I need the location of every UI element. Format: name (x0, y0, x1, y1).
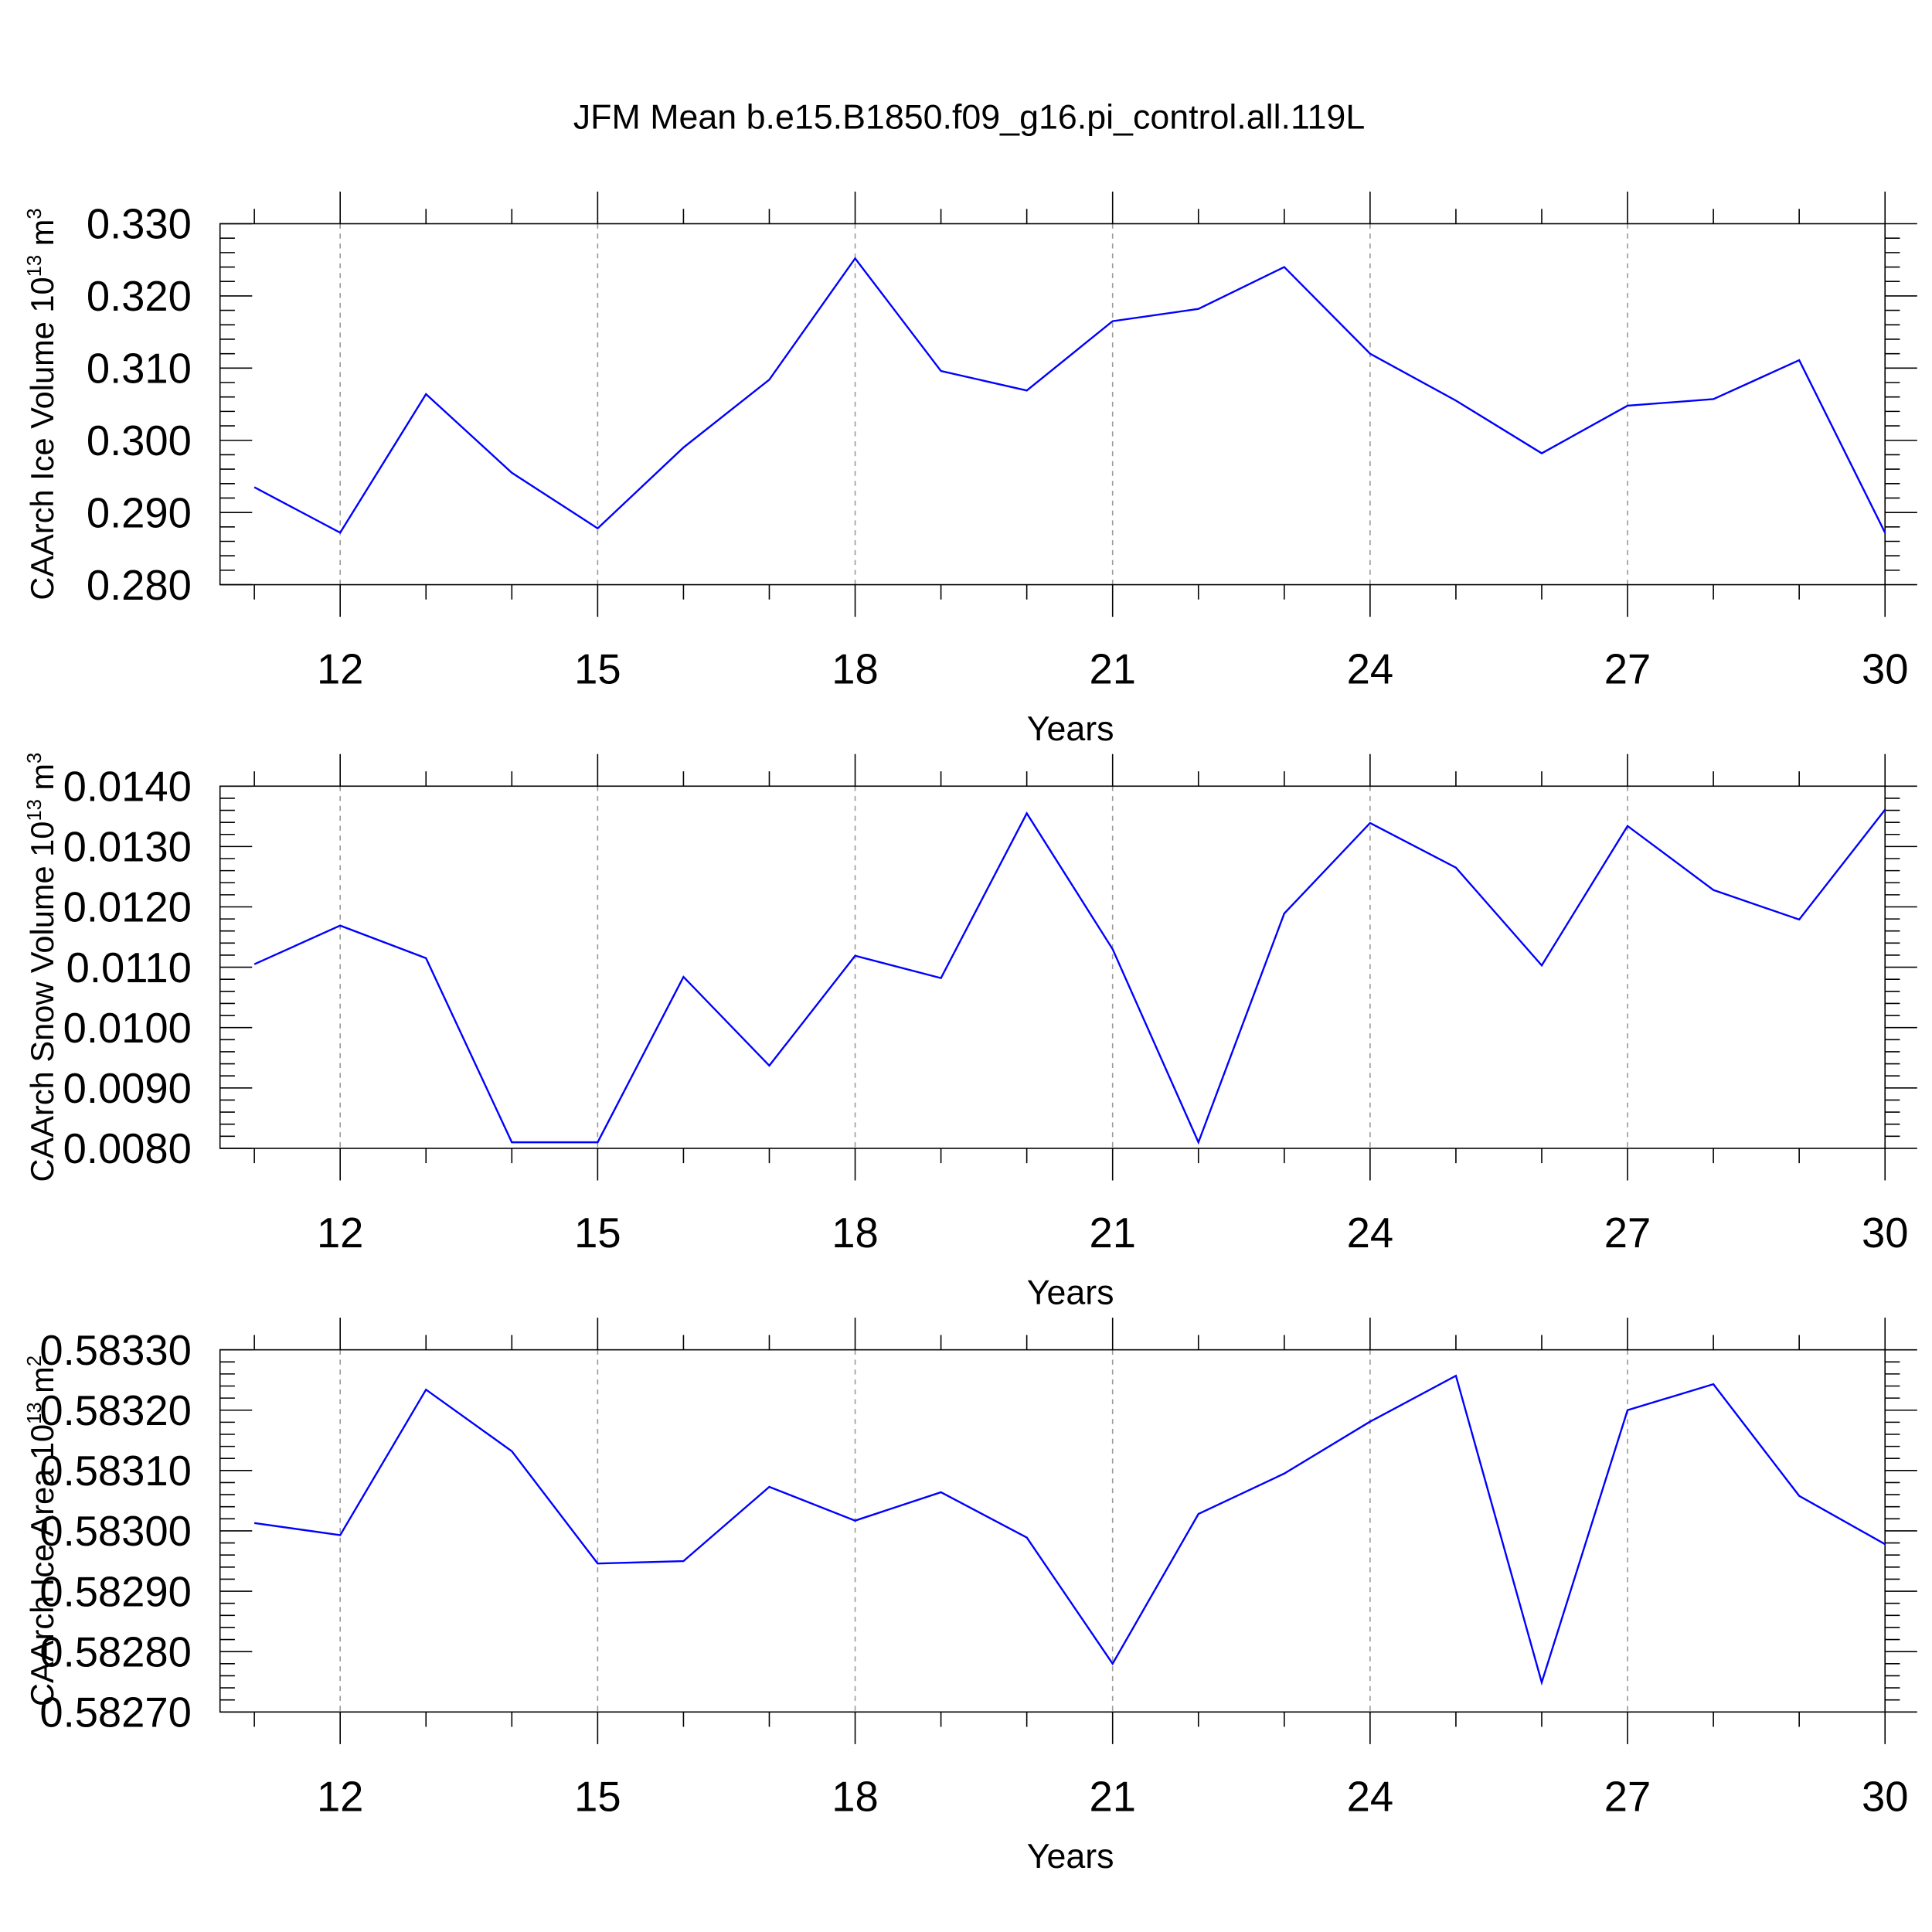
x-tick-label: 18 (832, 1773, 878, 1820)
series-line (253, 257, 1886, 534)
x-tick-label: 24 (1347, 1209, 1393, 1257)
x-axis-label: Years (1027, 1273, 1114, 1311)
x-tick-label: 15 (574, 1773, 621, 1820)
y-tick-label: 0.58330 (39, 1327, 192, 1374)
y-axis-label-part: 2 (24, 1355, 46, 1366)
y-tick-label: 0.58280 (39, 1628, 192, 1675)
y-axis-label: CAArch Ice Area 1013 m2 (24, 1355, 60, 1706)
y-tick-label: 0.58270 (39, 1689, 192, 1736)
x-tick-label: 15 (574, 646, 621, 693)
x-tick-label: 27 (1604, 1773, 1651, 1820)
y-axis-label-part: CAArch Ice Area 10 (24, 1424, 60, 1706)
x-tick-label: 12 (317, 1209, 363, 1257)
y-tick-label: 0.320 (87, 273, 192, 320)
x-tick-label: 15 (574, 1209, 621, 1257)
chart-title: JFM Mean b.e15.B1850.f09_g16.pi_control.… (573, 97, 1366, 136)
x-tick-label: 21 (1089, 646, 1135, 693)
panel-3: 12 15 18 21 24 27 30 Years 0.58330 0.58320 0.58310… (24, 1318, 1917, 1876)
y-tick-label: 0.58320 (39, 1387, 192, 1434)
y-axis-label-part: 13 (24, 1402, 46, 1423)
y-tick-label: 0.0090 (63, 1065, 192, 1112)
y-axis-label-part: CAArch Snow Volume 10 (24, 821, 60, 1182)
x-tick-label: 30 (1862, 646, 1908, 693)
x-tick-label: 27 (1604, 646, 1651, 693)
y-tick-label: 0.310 (87, 345, 192, 393)
y-tick-label: 0.0130 (63, 824, 192, 871)
series-line (253, 1374, 1886, 1686)
x-tick-label: 21 (1089, 1773, 1135, 1820)
y-tick-label: 0.280 (87, 562, 192, 609)
y-axis-label-part: 13 (24, 255, 46, 277)
x-tick-label: 18 (832, 646, 878, 693)
y-axis-label-part: m (24, 1366, 60, 1402)
y-axis-label-part: CAArch Ice Volume 10 (24, 277, 60, 600)
y-tick-label: 0.0140 (63, 763, 192, 810)
panel-2: 12 15 18 21 24 27 30 Years 0.0140 0.0130 0.0120 0.0… (24, 753, 1917, 1311)
panel-1: 12 15 18 21 24 27 30 Years 0.330 0.320 0.310 0.300 0… (24, 191, 1917, 748)
y-tick-label: 0.0120 (63, 884, 192, 931)
y-tick-label: 0.0110 (66, 944, 192, 992)
x-axis-label: Years (1027, 1837, 1114, 1876)
y-tick-label: 0.300 (87, 417, 192, 464)
y-tick-label: 0.58290 (39, 1568, 192, 1615)
y-axis-label-part: m (24, 764, 60, 799)
x-tick-label: 12 (317, 1773, 363, 1820)
x-tick-label: 18 (832, 1209, 878, 1257)
plot-frame (219, 785, 1886, 1149)
x-tick-label: 27 (1604, 1209, 1651, 1257)
y-axis-label: CAArch Snow Volume 1013 m3 (24, 753, 60, 1182)
x-tick-label: 30 (1862, 1209, 1908, 1257)
plot-frame (219, 223, 1886, 586)
plot-frame (219, 1349, 1886, 1713)
x-tick-label: 30 (1862, 1773, 1908, 1820)
y-tick-label: 0.0080 (63, 1125, 192, 1172)
x-tick-label: 21 (1089, 1209, 1135, 1257)
y-axis-label-part: 3 (24, 753, 46, 764)
y-axis-label-part: 3 (24, 208, 46, 219)
x-tick-label: 24 (1347, 1773, 1393, 1820)
y-tick-label: 0.290 (87, 489, 192, 536)
y-axis-label-part: 13 (24, 799, 46, 821)
series-line (253, 808, 1886, 1145)
x-tick-label: 12 (317, 646, 363, 693)
y-axis-label-part: m (24, 219, 60, 255)
y-tick-label: 0.58310 (39, 1447, 192, 1495)
y-tick-label: 0.58300 (39, 1508, 192, 1555)
y-axis-label: CAArch Ice Volume 1013 m3 (24, 208, 60, 600)
y-tick-label: 0.0100 (63, 1005, 192, 1052)
x-tick-label: 24 (1347, 646, 1393, 693)
x-axis-label: Years (1027, 709, 1114, 748)
y-tick-label: 0.330 (87, 201, 192, 248)
